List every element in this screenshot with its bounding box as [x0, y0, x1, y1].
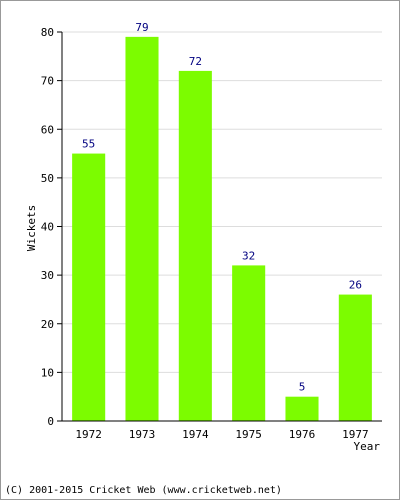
data-label-1977: 26 — [349, 279, 362, 292]
x-tick-label: 1974 — [182, 428, 209, 441]
y-tick-label: 20 — [41, 318, 54, 331]
bar-1975 — [232, 265, 266, 421]
data-label-1972: 55 — [82, 138, 95, 151]
y-tick-label: 50 — [41, 172, 54, 185]
x-tick-label: 1973 — [129, 428, 156, 441]
data-label-1976: 5 — [299, 381, 306, 394]
x-tick-label: 1976 — [289, 428, 316, 441]
y-axis-title: Wickets — [25, 205, 38, 251]
x-tick-label: 1977 — [342, 428, 369, 441]
data-label-1974: 72 — [189, 55, 202, 68]
y-tick-label: 40 — [41, 221, 54, 234]
bar-1976 — [285, 396, 319, 421]
y-tick-label: 60 — [41, 123, 54, 136]
y-tick-label: 70 — [41, 75, 54, 88]
bars — [72, 36, 372, 422]
bar-1974 — [178, 70, 212, 422]
y-tick-label: 0 — [47, 415, 54, 428]
x-tick-label: 1972 — [75, 428, 102, 441]
bar-chart: 0 10 20 30 40 50 60 70 80 1972 1973 1974 1975 1976 197… — [25, 21, 382, 453]
x-tick-label: 1975 — [235, 428, 262, 441]
x-axis-title: Year — [354, 440, 381, 453]
axes: 0 10 20 30 40 50 60 70 80 1972 1973 1974 1975 1976 197… — [41, 26, 382, 441]
data-label-1973: 79 — [135, 21, 148, 34]
gridlines — [62, 31, 382, 373]
y-tick-label: 30 — [41, 269, 54, 282]
data-labels: 55 79 72 32 5 26 — [82, 21, 362, 394]
y-tick-label: 10 — [41, 366, 54, 379]
copyright-notice: (C) 2001-2015 Cricket Web (www.cricketwe… — [5, 485, 282, 496]
bar-1977 — [338, 294, 372, 421]
data-label-1975: 32 — [242, 249, 255, 262]
bar-1972 — [72, 153, 106, 421]
y-tick-label: 80 — [41, 26, 54, 39]
bar-1973 — [125, 36, 159, 422]
